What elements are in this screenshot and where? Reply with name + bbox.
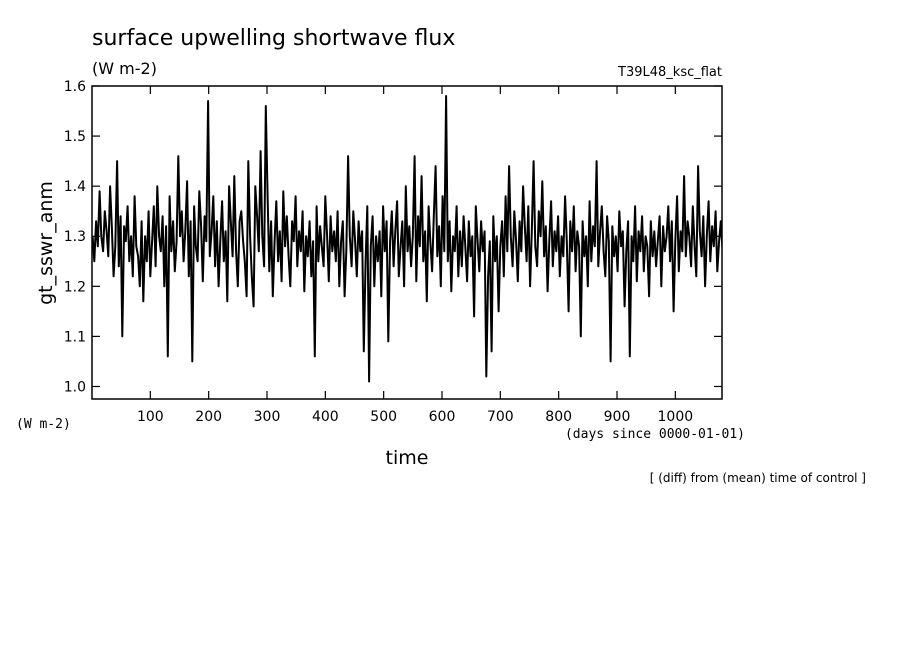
x-tick-label: 600 <box>429 409 456 425</box>
x-tick-labels: 100 200 300 400 500 600 700 800 900 1000 <box>137 409 693 425</box>
y-tick-label: 1.0 <box>64 379 86 395</box>
y-tick-label: 1.4 <box>64 179 86 195</box>
x-tick-label: 400 <box>312 409 339 425</box>
run-label: T39L48_ksc_flat <box>617 65 722 80</box>
x-axis-label: time <box>386 447 429 469</box>
chart-title: surface upwelling shortwave flux <box>92 26 455 51</box>
y-tick-label: 1.2 <box>64 279 86 295</box>
x-unit-label: (days since 0000-01-01) <box>565 427 745 442</box>
x-tick-label: 700 <box>487 409 514 425</box>
y-unit-label: (W m-2) <box>16 417 71 432</box>
y-axis-label: gt_sswr_anm <box>35 181 57 305</box>
x-tick-label: 800 <box>545 409 572 425</box>
y-tick-label: 1.3 <box>64 229 86 245</box>
chart-title-unit: (W m-2) <box>92 59 157 78</box>
y-tick-label: 1.1 <box>64 329 86 345</box>
axis-ticks <box>92 85 722 399</box>
y-tick-label: 1.6 <box>64 79 86 95</box>
x-tick-label: 1000 <box>658 409 694 425</box>
x-tick-label: 500 <box>370 409 397 425</box>
x-tick-label: 200 <box>195 409 222 425</box>
x-tick-label: 900 <box>604 409 631 425</box>
series-line <box>92 95 722 383</box>
y-tick-labels: 1.0 1.1 1.2 1.3 1.4 1.5 1.6 <box>64 79 86 395</box>
y-tick-label: 1.5 <box>64 129 86 145</box>
x-tick-label: 100 <box>137 409 164 425</box>
x-tick-label: 300 <box>254 409 281 425</box>
footnote: [ (diff) from (mean) time of control ] <box>650 471 866 485</box>
